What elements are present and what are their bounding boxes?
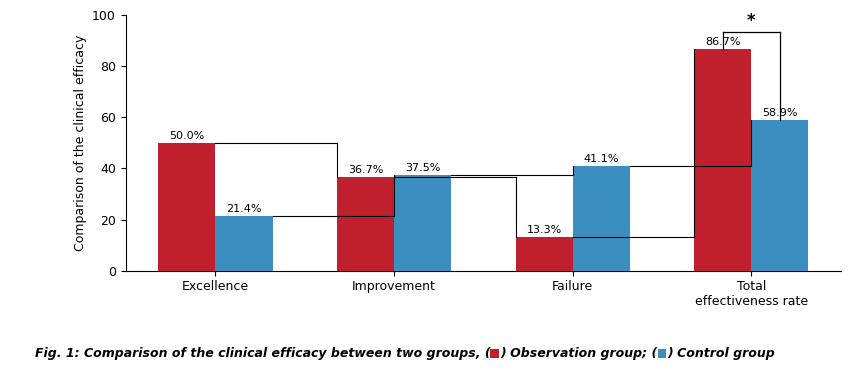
- Bar: [215, 216, 272, 271]
- Text: 58.9%: 58.9%: [762, 108, 798, 118]
- Bar: [159, 143, 215, 271]
- Text: Comparison of the clinical efficacy between two groups, (: Comparison of the clinical efficacy betw…: [84, 347, 491, 360]
- Text: 86.7%: 86.7%: [705, 37, 740, 47]
- Y-axis label: Comparison of the clinical efficacy: Comparison of the clinical efficacy: [74, 35, 87, 251]
- Bar: [394, 175, 451, 271]
- Text: 36.7%: 36.7%: [348, 165, 383, 175]
- Bar: [752, 120, 809, 271]
- Text: Fig. 1:: Fig. 1:: [35, 347, 84, 360]
- Text: 37.5%: 37.5%: [405, 163, 440, 173]
- Bar: [516, 237, 573, 271]
- Text: 13.3%: 13.3%: [526, 225, 562, 235]
- Bar: [694, 49, 752, 271]
- Text: ) Observation group; (: ) Observation group; (: [500, 347, 657, 360]
- Bar: [573, 166, 629, 271]
- Text: 21.4%: 21.4%: [226, 204, 262, 214]
- Text: ) Control group: ) Control group: [668, 347, 775, 360]
- Text: *: *: [747, 12, 756, 30]
- Text: 41.1%: 41.1%: [583, 153, 619, 164]
- Text: 50.0%: 50.0%: [169, 131, 205, 141]
- Bar: [337, 177, 394, 271]
